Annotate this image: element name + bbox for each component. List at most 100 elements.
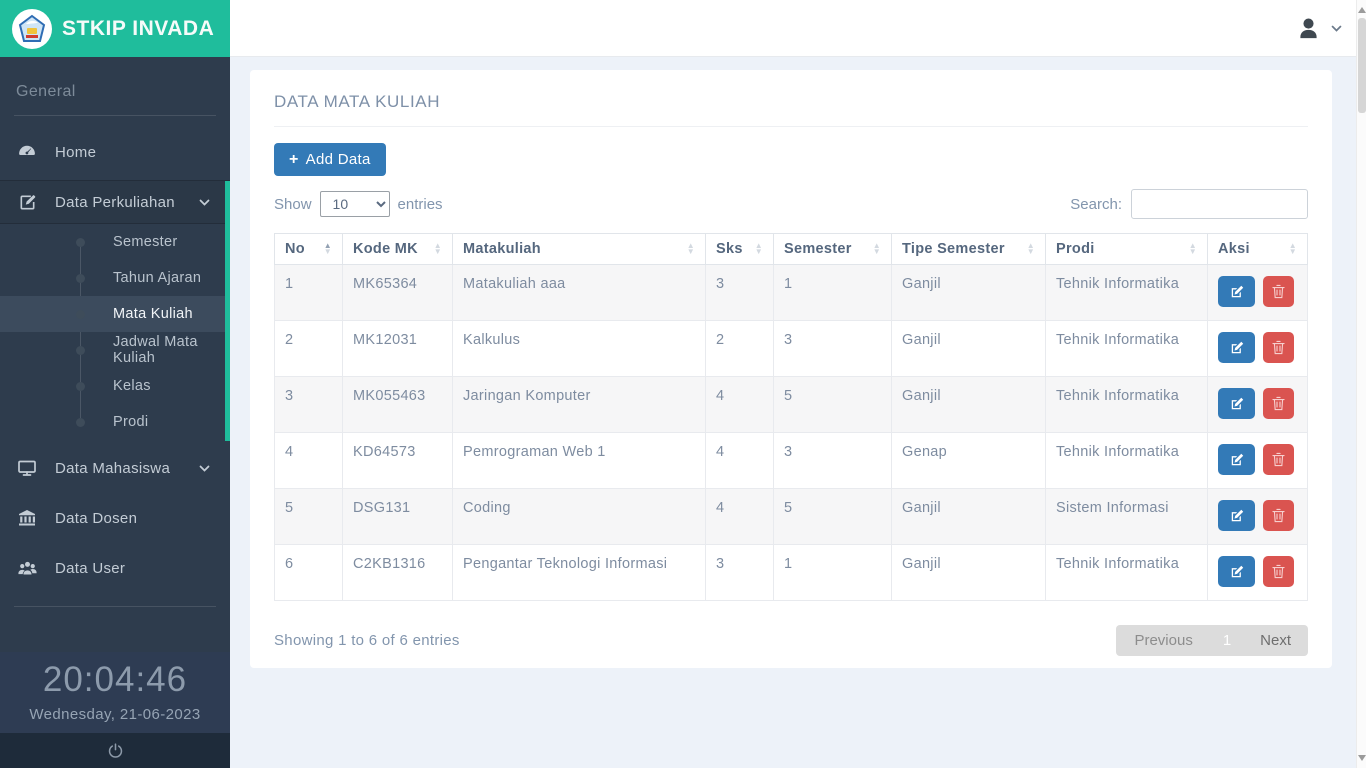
edit-icon xyxy=(1231,285,1243,297)
sidebar: General Home Data Perkuliahan Semester T… xyxy=(0,57,230,768)
edit-button[interactable] xyxy=(1218,388,1255,419)
table-header-row: No ▲ ▼ Kode MK ▲ ▼ Matakuliah ▲ ▼ Sks ▲ ▼ Semest… xyxy=(274,233,1308,265)
column-header-tipe-semester[interactable]: Tipe Semester ▲ ▼ xyxy=(891,233,1046,265)
edit-button[interactable] xyxy=(1218,500,1255,531)
column-header-semester[interactable]: Semester ▲ ▼ xyxy=(773,233,892,265)
delete-button[interactable] xyxy=(1263,444,1294,475)
sort-icon: ▲ ▼ xyxy=(433,241,442,256)
cell-no: 1 xyxy=(274,264,343,321)
cell-aksi xyxy=(1207,264,1308,321)
cell-prodi: Sistem Informasi xyxy=(1045,488,1208,545)
user-menu[interactable] xyxy=(1295,0,1342,57)
scroll-up-arrow-icon[interactable] xyxy=(1357,3,1366,17)
vertical-scrollbar[interactable] xyxy=(1356,0,1366,768)
sidebar-item-label: Home xyxy=(55,143,97,161)
delete-button[interactable] xyxy=(1263,332,1294,363)
clock-date: Wednesday, 21-06-2023 xyxy=(29,706,201,723)
table-info: Showing 1 to 6 of 6 entries xyxy=(274,632,460,649)
logout-button[interactable] xyxy=(0,733,230,768)
table-row: 1 MK65364 Matakuliah aaa 3 1 Ganjil Tehn… xyxy=(274,264,1308,321)
edit-button[interactable] xyxy=(1218,444,1255,475)
cell-aksi xyxy=(1207,488,1308,545)
cell-semester: 3 xyxy=(773,432,892,489)
trash-icon xyxy=(1272,284,1285,299)
column-header-prodi[interactable]: Prodi ▲ ▼ xyxy=(1045,233,1208,265)
search-input[interactable] xyxy=(1131,189,1308,219)
cell-semester: 1 xyxy=(773,264,892,321)
cell-prodi: Tehnik Informatika xyxy=(1045,432,1208,489)
sidebar-item-prodi[interactable]: Prodi xyxy=(0,404,230,440)
sidebar-item-home[interactable]: Home xyxy=(0,130,230,174)
cell-kode-mk: KD64573 xyxy=(342,432,453,489)
edit-icon xyxy=(1231,453,1243,465)
delete-button[interactable] xyxy=(1263,276,1294,307)
page-title: DATA MATA KULIAH xyxy=(274,92,441,111)
sidebar-item-label: Data Dosen xyxy=(55,509,138,527)
table-row: 4 KD64573 Pemrograman Web 1 4 3 Genap Te… xyxy=(274,432,1308,489)
edit-button[interactable] xyxy=(1218,332,1255,363)
sort-icon: ▲ ▼ xyxy=(1026,241,1035,256)
previous-page-button[interactable]: Previous xyxy=(1134,632,1193,649)
page-length-select[interactable]: 10 xyxy=(319,191,390,217)
chevron-down-icon xyxy=(199,194,210,211)
trash-icon xyxy=(1272,340,1285,355)
search-control: Search: xyxy=(1070,189,1308,219)
cell-tipe-semester: Ganjil xyxy=(891,488,1046,545)
cell-kode-mk: MK055463 xyxy=(342,376,453,433)
sidebar-item-data-user[interactable]: Data User xyxy=(0,546,230,590)
sidebar-item-data-dosen[interactable]: Data Dosen xyxy=(0,496,230,540)
sidebar-item-data-perkuliahan[interactable]: Data Perkuliahan xyxy=(0,180,230,224)
next-page-button[interactable]: Next xyxy=(1260,632,1291,649)
scrollbar-thumb[interactable] xyxy=(1358,18,1366,113)
sort-icon: ▲ ▼ xyxy=(1188,241,1197,256)
cell-prodi: Tehnik Informatika xyxy=(1045,376,1208,433)
column-header-matakuliah[interactable]: Matakuliah ▲ ▼ xyxy=(452,233,706,265)
trash-icon xyxy=(1272,508,1285,523)
column-header-aksi[interactable]: Aksi ▲ ▼ xyxy=(1207,233,1308,265)
cell-no: 4 xyxy=(274,432,343,489)
cell-tipe-semester: Ganjil xyxy=(891,320,1046,377)
sidebar-item-jadwal-mata-kuliah[interactable]: Jadwal Mata Kuliah xyxy=(0,332,230,368)
edit-button[interactable] xyxy=(1218,556,1255,587)
trash-icon xyxy=(1272,452,1285,467)
sidebar-item-kelas[interactable]: Kelas xyxy=(0,368,230,404)
sort-icon: ▲ ▼ xyxy=(754,241,763,256)
cell-matakuliah: Matakuliah aaa xyxy=(452,264,706,321)
cell-aksi xyxy=(1207,376,1308,433)
cell-sks: 3 xyxy=(705,544,774,601)
data-table: No ▲ ▼ Kode MK ▲ ▼ Matakuliah ▲ ▼ Sks ▲ ▼ Semest… xyxy=(274,233,1308,601)
users-icon xyxy=(16,558,38,578)
cell-tipe-semester: Ganjil xyxy=(891,264,1046,321)
edit-icon xyxy=(1231,341,1243,353)
entries-label: entries xyxy=(397,195,443,213)
edit-button[interactable] xyxy=(1218,276,1255,307)
column-header-no[interactable]: No ▲ ▼ xyxy=(274,233,343,265)
edit-icon xyxy=(1231,397,1243,409)
sidebar-item-tahun-ajaran[interactable]: Tahun Ajaran xyxy=(0,260,230,296)
column-header-sks[interactable]: Sks ▲ ▼ xyxy=(705,233,774,265)
column-header-kode-mk[interactable]: Kode MK ▲ ▼ xyxy=(342,233,453,265)
content-card: DATA MATA KULIAH + Add Data Show 10 entr… xyxy=(250,70,1332,668)
cell-tipe-semester: Ganjil xyxy=(891,376,1046,433)
sidebar-item-data-mahasiswa[interactable]: Data Mahasiswa xyxy=(0,446,230,490)
scroll-down-arrow-icon[interactable] xyxy=(1357,751,1366,765)
user-icon xyxy=(1300,18,1317,39)
cell-matakuliah: Coding xyxy=(452,488,706,545)
add-data-button[interactable]: + Add Data xyxy=(274,143,386,176)
sort-icon: ▲ ▼ xyxy=(872,241,881,256)
cell-kode-mk: C2KB1316 xyxy=(342,544,453,601)
sidebar-item-label: Data Perkuliahan xyxy=(55,193,175,211)
sidebar-item-mata-kuliah[interactable]: Mata Kuliah xyxy=(0,296,230,332)
sidebar-item-semester[interactable]: Semester xyxy=(0,224,230,260)
table-body: 1 MK65364 Matakuliah aaa 3 1 Ganjil Tehn… xyxy=(274,264,1308,601)
edit-icon xyxy=(1231,565,1243,577)
chevron-down-icon xyxy=(1331,25,1342,32)
delete-button[interactable] xyxy=(1263,556,1294,587)
cell-no: 2 xyxy=(274,320,343,377)
cell-prodi: Tehnik Informatika xyxy=(1045,264,1208,321)
page-number-button[interactable]: 1 xyxy=(1222,632,1232,649)
delete-button[interactable] xyxy=(1263,388,1294,419)
sidebar-clock: 20:04:46 Wednesday, 21-06-2023 xyxy=(0,652,230,733)
delete-button[interactable] xyxy=(1263,500,1294,531)
table-row: 2 MK12031 Kalkulus 2 3 Ganjil Tehnik Inf… xyxy=(274,320,1308,377)
